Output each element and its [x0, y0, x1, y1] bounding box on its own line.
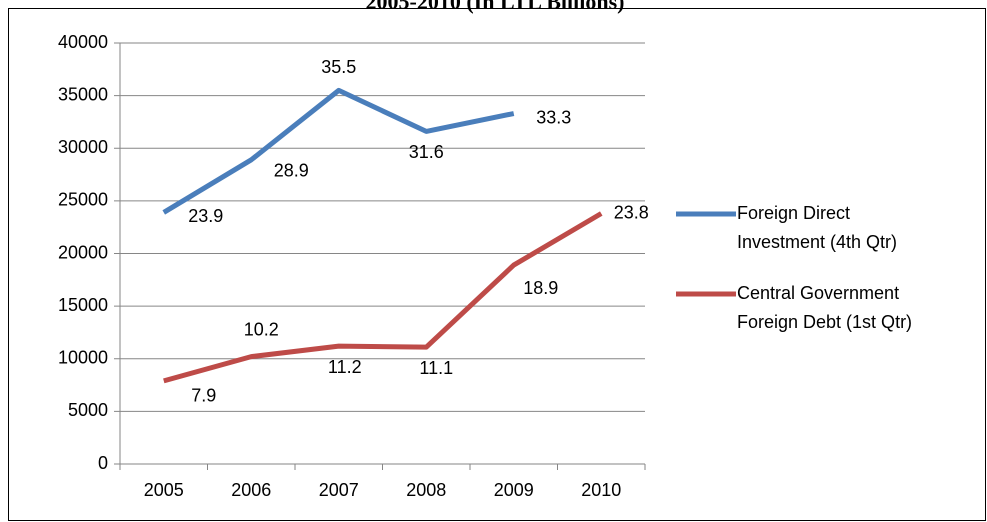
y-tick-label: 25000: [58, 190, 108, 210]
x-tick-label: 2008: [406, 480, 446, 500]
data-label: 23.9: [188, 206, 223, 226]
y-tick-label: 10000: [58, 348, 108, 368]
data-label: 23.8: [614, 202, 649, 222]
data-label: 31.6: [409, 142, 444, 162]
y-tick-label: 5000: [68, 400, 108, 420]
y-tick-label: 15000: [58, 295, 108, 315]
data-label: 7.9: [191, 386, 216, 406]
legend-label: Central Government Foreign Debt (1st Qtr…: [737, 283, 913, 332]
data-label: 33.3: [536, 107, 571, 127]
x-tick-label: 2009: [494, 480, 534, 500]
data-label: 35.5: [321, 57, 356, 77]
data-label: 11.1: [419, 358, 453, 378]
data-label: 18.9: [523, 278, 558, 298]
chart-title: 2005-2010 (In LTL Billions): [366, 0, 625, 14]
data-label: 28.9: [274, 161, 309, 181]
x-tick-label: 2006: [231, 480, 271, 500]
x-tick-label: 2005: [144, 480, 184, 500]
y-tick-label: 20000: [58, 242, 108, 262]
series-line: [163, 211, 603, 384]
legend-item: Central Government Foreign Debt (1st Qtr…: [737, 283, 913, 332]
series-line: [162, 87, 515, 215]
chart-border: [8, 8, 986, 521]
legend-item: Foreign Direct Investment (4th Qtr): [737, 203, 898, 252]
data-label: 10.2: [244, 319, 279, 339]
y-tick-label: 35000: [58, 84, 108, 104]
y-tick-label: 30000: [58, 137, 108, 157]
x-tick-label: 2010: [581, 480, 621, 500]
y-tick-label: 0: [98, 453, 108, 473]
legend-label: Foreign Direct Investment (4th Qtr): [737, 203, 898, 252]
x-tick-label: 2007: [319, 480, 359, 500]
data-label: 11.2: [328, 357, 362, 377]
y-tick-label: 40000: [58, 32, 108, 52]
